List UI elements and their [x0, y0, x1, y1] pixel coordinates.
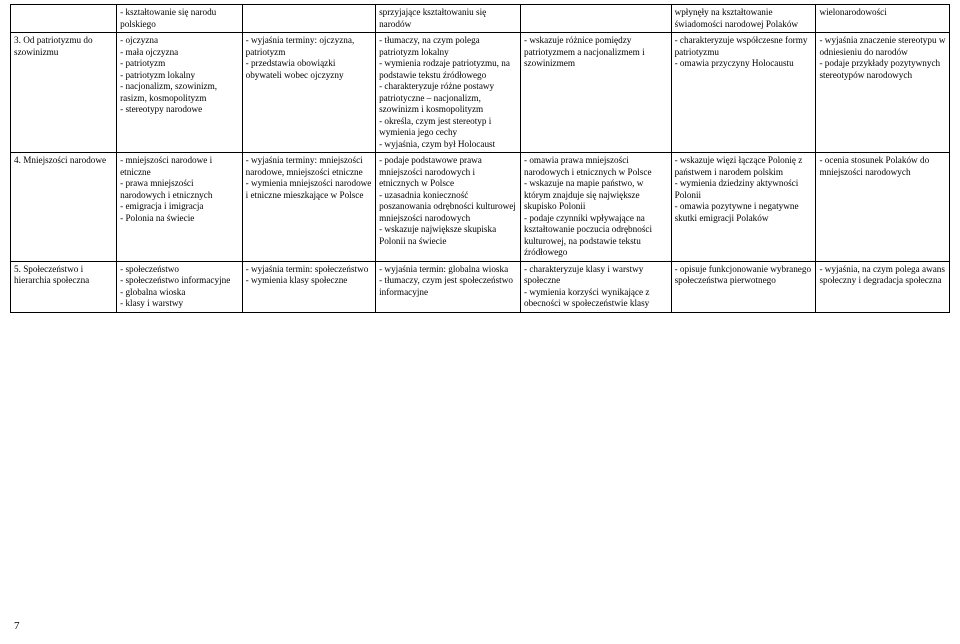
table-cell: wpłynęły na kształtowanie świadomości na…	[671, 5, 816, 33]
table-cell: - wyjaśnia termin: społeczeństwo- wymien…	[242, 261, 375, 312]
table-cell: - ocenia stosunek Polaków do mniejszości…	[816, 153, 950, 262]
table-cell: - wyjaśnia terminy: ojczyzna, patriotyzm…	[242, 33, 375, 153]
table-cell: - wyjaśnia znaczenie stereotypu w odnies…	[816, 33, 950, 153]
table-cell: 4. Mniejszości narodowe	[11, 153, 117, 262]
table-cell: - podaje podstawowe prawa mniejszości na…	[376, 153, 521, 262]
table-cell: - wyjaśnia terminy: mniejszości narodowe…	[242, 153, 375, 262]
table-cell: - omawia prawa mniejszości narodowych i …	[520, 153, 671, 262]
table-cell: - wyjaśnia, na czym polega awans społecz…	[816, 261, 950, 312]
table-row: 4. Mniejszości narodowe- mniejszości nar…	[11, 153, 950, 262]
table-cell: - charakteryzuje współczesne formy patri…	[671, 33, 816, 153]
curriculum-table: - kształtowanie się narodu polskiego sprz…	[10, 4, 950, 313]
table-cell: - kształtowanie się narodu polskiego	[117, 5, 243, 33]
table-cell	[242, 5, 375, 33]
table-cell: - społeczeństwo- społeczeństwo informacy…	[117, 261, 243, 312]
table-cell: - wyjaśnia termin: globalna wioska- tłum…	[376, 261, 521, 312]
table-cell: - ojczyzna- mała ojczyzna- patriotyzm- p…	[117, 33, 243, 153]
table-cell: - wskazuje więzi łączące Polonię z państ…	[671, 153, 816, 262]
table-cell: - opisuje funkcjonowanie wybranego społe…	[671, 261, 816, 312]
table-cell: - mniejszości narodowe i etniczne- prawa…	[117, 153, 243, 262]
table-cell: 5. Społeczeństwo i hierarchia społeczna	[11, 261, 117, 312]
table-cell: - wskazuje różnice pomiędzy patriotyzmem…	[520, 33, 671, 153]
table-row: - kształtowanie się narodu polskiego sprz…	[11, 5, 950, 33]
table-row: 5. Społeczeństwo i hierarchia społeczna-…	[11, 261, 950, 312]
table-cell: wielonarodowości	[816, 5, 950, 33]
table-cell	[520, 5, 671, 33]
table-row: 3. Od patriotyzmu do szowinizmu- ojczyzn…	[11, 33, 950, 153]
table-cell: - tłumaczy, na czym polega patriotyzm lo…	[376, 33, 521, 153]
table-cell: - charakteryzuje klasy i warstwy społecz…	[520, 261, 671, 312]
table-cell: 3. Od patriotyzmu do szowinizmu	[11, 33, 117, 153]
table-cell: sprzyjające kształtowaniu się narodów	[376, 5, 521, 33]
table-cell	[11, 5, 117, 33]
page-number: 7	[14, 620, 20, 632]
